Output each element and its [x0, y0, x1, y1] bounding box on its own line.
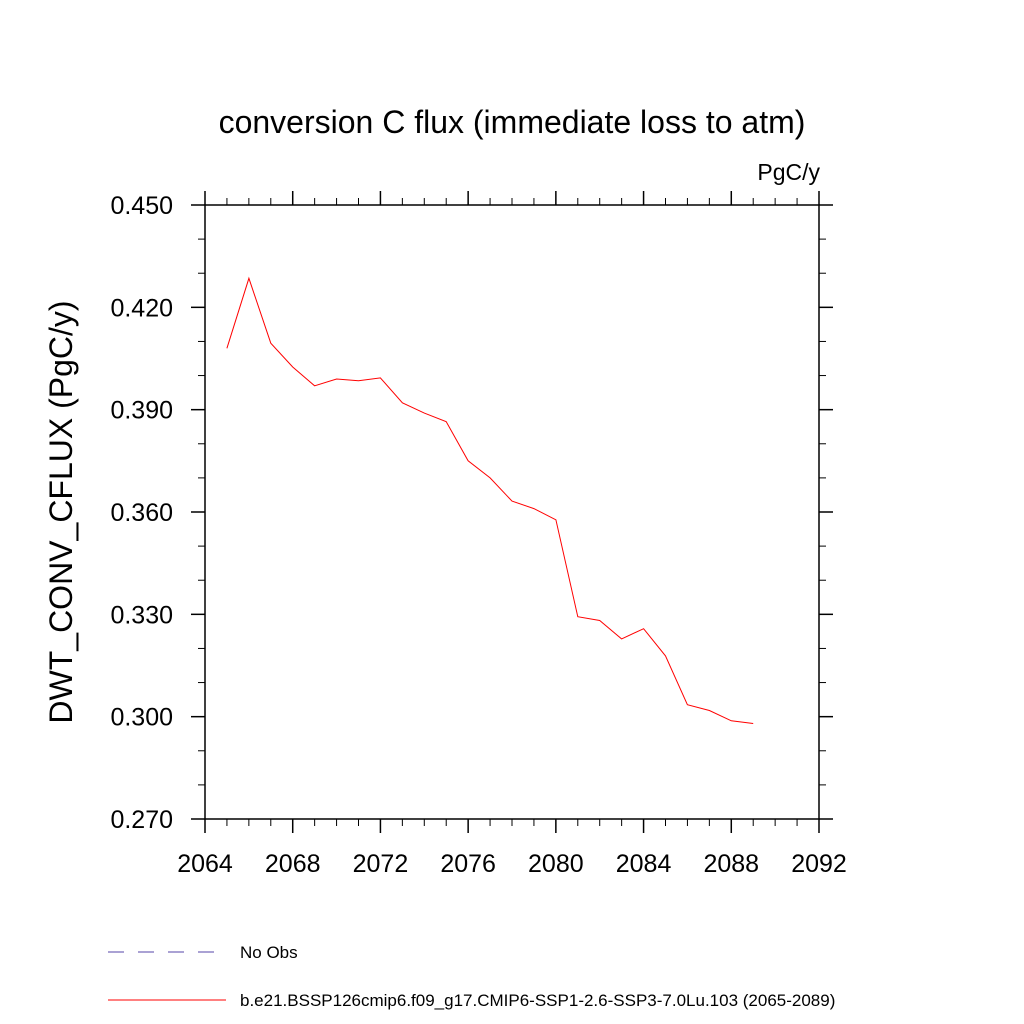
- units-label: PgC/y: [757, 159, 820, 185]
- x-tick-label: 2068: [265, 850, 321, 878]
- y-tick-label: 0.360: [110, 499, 173, 527]
- y-axis-label: DWT_CONV_CFLUX (PgC/y): [43, 300, 79, 723]
- y-tick-label: 0.330: [110, 601, 173, 629]
- y-tick-label: 0.390: [110, 397, 173, 425]
- plot-frame: [204, 204, 820, 820]
- series-line: [226, 276, 754, 724]
- chart-title: conversion C flux (immediate loss to atm…: [219, 104, 806, 140]
- x-tick-label: 2072: [353, 850, 409, 878]
- x-tick-label: 2084: [616, 850, 672, 878]
- legend-label: b.e21.BSSP126cmip6.f09_g17.CMIP6-SSP1-2.…: [240, 991, 835, 1010]
- x-tick-label: 2064: [177, 850, 233, 878]
- x-tick-label: 2076: [440, 850, 496, 878]
- x-tick-label: 2088: [703, 850, 759, 878]
- y-tick-label: 0.270: [110, 806, 173, 834]
- y-tick-label: 0.420: [110, 294, 173, 322]
- series-lines: [226, 276, 754, 724]
- axis-tick-labels: 2064 2068 2072 2076 2080 2084 2088 2092 0.270 0.3…: [110, 192, 846, 878]
- x-tick-label: 2092: [791, 850, 847, 878]
- legend: No Obs b.e21.BSSP126cmip6.f09_g17.CMIP6-S…: [108, 943, 835, 1010]
- y-tick-label: 0.450: [110, 192, 173, 220]
- axis-ticks: [191, 191, 833, 833]
- legend-label: No Obs: [240, 943, 298, 962]
- y-tick-label: 0.300: [110, 704, 173, 732]
- x-tick-label: 2080: [528, 850, 584, 878]
